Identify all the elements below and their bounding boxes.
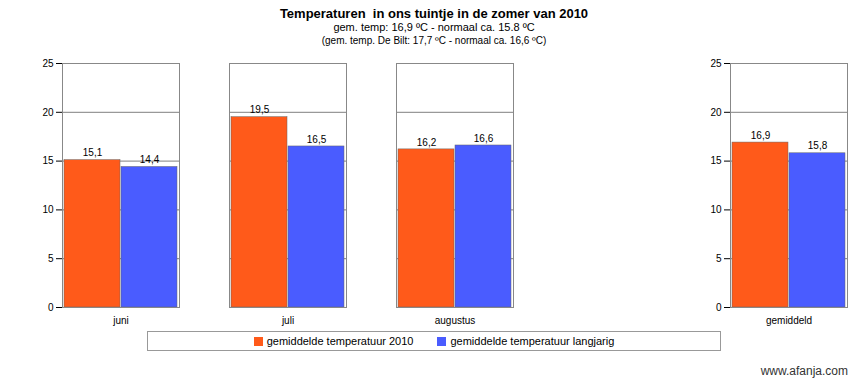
svg-text:5: 5 [48, 253, 54, 264]
svg-text:0: 0 [48, 302, 54, 313]
svg-text:15: 15 [42, 155, 54, 166]
svg-text:16,5: 16,5 [307, 134, 327, 145]
svg-text:10: 10 [42, 204, 54, 215]
svg-text:19,5: 19,5 [250, 104, 270, 115]
svg-text:25: 25 [710, 58, 722, 69]
svg-text:15: 15 [710, 155, 722, 166]
svg-text:15,8: 15,8 [808, 140, 828, 151]
html-text:gem. temp: 16,9 ºC - normaal c: gem. temp: 16,9 ºC - normaal ca. 15.8 ºC [333, 21, 535, 33]
svg-text:0: 0 [716, 302, 722, 313]
svg-text:16,6: 16,6 [474, 133, 494, 144]
svg-text:gemiddeld: gemiddeld [766, 315, 812, 326]
html-text:(gem. temp. De Bilt: 17,7 ºC -: (gem. temp. De Bilt: 17,7 ºC - normaal c… [321, 35, 547, 46]
svg-text:15,1: 15,1 [83, 147, 103, 158]
svg-text:20: 20 [42, 107, 54, 118]
svg-text:5: 5 [716, 253, 722, 264]
svg-text:25: 25 [42, 58, 54, 69]
html-text:gemiddelde temperatuur langjar: gemiddelde temperatuur langjarig [450, 335, 615, 347]
svg-text:16,2: 16,2 [417, 137, 437, 148]
html-text:Temperaturen in ons tuintje in: Temperaturen in ons tuintje in de zomer … [279, 6, 589, 21]
html-text:gemiddelde temperatuur 2010: gemiddelde temperatuur 2010 [266, 335, 414, 347]
svg-text:juli: juli [281, 315, 294, 326]
html-text:www.afanja.com: www.afanja.com [760, 364, 848, 378]
svg-text:augustus: augustus [435, 315, 476, 326]
svg-text:16,9: 16,9 [751, 130, 771, 141]
svg-text:juni: juni [112, 315, 129, 326]
svg-text:20: 20 [710, 107, 722, 118]
svg-text:14,4: 14,4 [140, 154, 160, 165]
svg-text:10: 10 [710, 204, 722, 215]
